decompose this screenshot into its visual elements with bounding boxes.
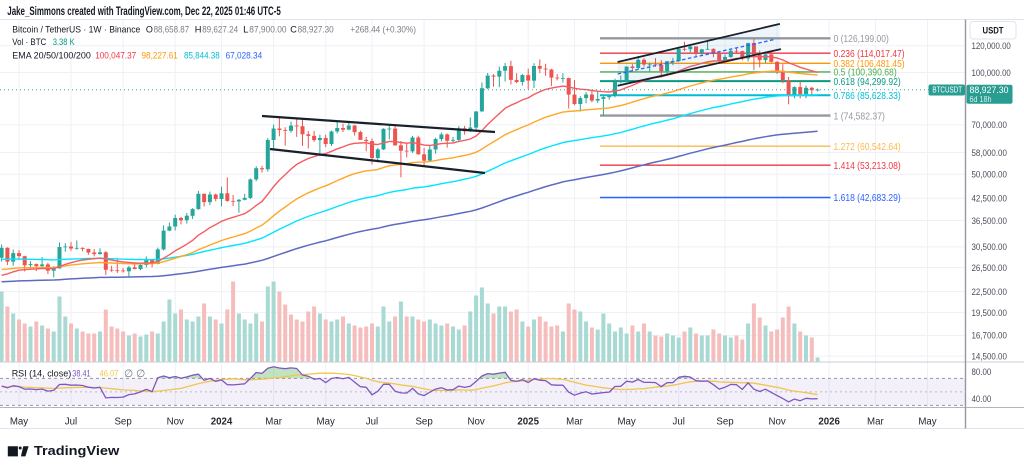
svg-text:26,500.00: 26,500.00 bbox=[972, 263, 1007, 273]
svg-text:120,000.00: 120,000.00 bbox=[972, 41, 1011, 51]
svg-text:58,000.00: 58,000.00 bbox=[972, 148, 1007, 158]
svg-text:Mar: Mar bbox=[566, 417, 583, 428]
svg-text:1.414 (53,213.08): 1.414 (53,213.08) bbox=[834, 161, 901, 172]
svg-text:98,227.61: 98,227.61 bbox=[142, 50, 178, 61]
svg-text:Sep: Sep bbox=[114, 417, 131, 428]
svg-text:BTCUSDT: BTCUSDT bbox=[932, 85, 962, 94]
svg-text:Jul: Jul bbox=[65, 417, 77, 428]
svg-text:16,700.00: 16,700.00 bbox=[972, 331, 1007, 341]
svg-text:0.618 (94,299.92): 0.618 (94,299.92) bbox=[834, 77, 901, 88]
svg-text:19,500.00: 19,500.00 bbox=[972, 308, 1007, 318]
svg-text:L: L bbox=[243, 23, 248, 34]
svg-text:O: O bbox=[146, 23, 153, 34]
svg-text:36,500.00: 36,500.00 bbox=[972, 216, 1007, 226]
svg-text:May: May bbox=[10, 417, 28, 428]
svg-text:40.00: 40.00 bbox=[972, 394, 992, 404]
svg-text:0 (126,199.00): 0 (126,199.00) bbox=[834, 34, 889, 45]
svg-text:42,500.00: 42,500.00 bbox=[972, 194, 1007, 204]
svg-text:+268.44 (+0.30%): +268.44 (+0.30%) bbox=[350, 23, 416, 34]
svg-text:Mar: Mar bbox=[265, 417, 282, 428]
svg-text:88,927.30: 88,927.30 bbox=[298, 23, 334, 34]
svg-text:50,000.00: 50,000.00 bbox=[972, 170, 1007, 180]
svg-text:USDT: USDT bbox=[983, 26, 1005, 36]
svg-text:May: May bbox=[617, 417, 635, 428]
svg-text:67,028.34: 67,028.34 bbox=[226, 50, 263, 61]
svg-text:Jul: Jul bbox=[673, 417, 685, 428]
svg-text:3.38 K: 3.38 K bbox=[53, 36, 76, 47]
svg-text:87,900.00: 87,900.00 bbox=[249, 23, 286, 34]
svg-text:46.07: 46.07 bbox=[100, 368, 119, 379]
svg-text:∅ ∅: ∅ ∅ bbox=[124, 368, 145, 380]
svg-text:89,627.24: 89,627.24 bbox=[202, 23, 238, 34]
svg-text:Sep: Sep bbox=[716, 417, 733, 428]
svg-text:TradingView: TradingView bbox=[34, 444, 120, 458]
svg-text:Vol · BTC: Vol · BTC bbox=[12, 36, 46, 47]
svg-text:2026: 2026 bbox=[818, 417, 840, 428]
svg-text:88,658.87: 88,658.87 bbox=[154, 23, 190, 34]
svg-text:RSI (14, close): RSI (14, close) bbox=[12, 368, 71, 379]
svg-text:0.236 (114,017.47): 0.236 (114,017.47) bbox=[834, 49, 905, 60]
svg-text:100,047.37: 100,047.37 bbox=[95, 50, 136, 61]
svg-text:70,000.00: 70,000.00 bbox=[972, 120, 1007, 130]
svg-text:May: May bbox=[317, 417, 335, 428]
svg-text:1.618 (42,683.29): 1.618 (42,683.29) bbox=[834, 193, 901, 204]
svg-text:30,500.00: 30,500.00 bbox=[972, 242, 1007, 252]
svg-text:2024: 2024 bbox=[211, 417, 233, 428]
svg-text:2025: 2025 bbox=[517, 417, 539, 428]
svg-text:Nov: Nov bbox=[167, 417, 184, 428]
svg-text:0.786 (85,628.33): 0.786 (85,628.33) bbox=[834, 91, 901, 102]
svg-text:1 (74,582.37): 1 (74,582.37) bbox=[834, 111, 885, 122]
svg-text:88,927.30: 88,927.30 bbox=[970, 85, 1009, 95]
svg-text:100,000.00: 100,000.00 bbox=[972, 68, 1011, 78]
svg-text:0.382 (106,481.45): 0.382 (106,481.45) bbox=[834, 59, 905, 70]
svg-text:C: C bbox=[290, 23, 297, 34]
svg-text:85,844.38: 85,844.38 bbox=[184, 50, 220, 61]
svg-text:Sep: Sep bbox=[415, 417, 432, 428]
svg-text:6d 18h: 6d 18h bbox=[970, 95, 992, 104]
svg-text:May: May bbox=[918, 417, 936, 428]
svg-text:1.272 (60,542.64): 1.272 (60,542.64) bbox=[834, 142, 901, 153]
svg-text:80.00: 80.00 bbox=[972, 367, 992, 377]
svg-text:Bitcoin / TetherUS · 1W · Bina: Bitcoin / TetherUS · 1W · Binance bbox=[12, 23, 140, 34]
svg-text:H: H bbox=[195, 23, 202, 34]
svg-text:22,500.00: 22,500.00 bbox=[972, 287, 1007, 297]
svg-text:0.5 (100,390.68): 0.5 (100,390.68) bbox=[834, 68, 897, 79]
svg-text:38.41: 38.41 bbox=[72, 368, 90, 379]
svg-text:Mar: Mar bbox=[867, 417, 884, 428]
svg-text:Jake_Simmons created with Trad: Jake_Simmons created with TradingView.co… bbox=[7, 4, 281, 18]
svg-text:14,500.00: 14,500.00 bbox=[972, 351, 1007, 361]
svg-text:Nov: Nov bbox=[768, 417, 785, 428]
svg-text:Nov: Nov bbox=[467, 417, 484, 428]
svg-text:Jul: Jul bbox=[366, 417, 378, 428]
svg-text:EMA 20/50/100/200: EMA 20/50/100/200 bbox=[12, 50, 91, 61]
